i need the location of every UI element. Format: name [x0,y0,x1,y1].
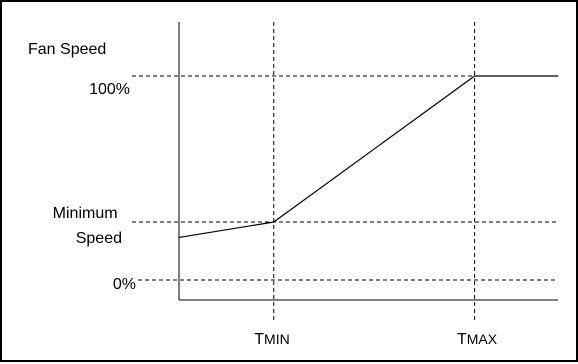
curve-point-0 [178,236,180,238]
y-tick-label-100: 100% [89,81,130,98]
x-tick-label-tmax: TMAX [457,331,498,348]
curve-point-2 [474,75,476,77]
fan-speed-curve [178,75,558,239]
y-axis-title: Fan Speed [28,41,106,58]
y-tick-label-0: 0% [113,276,136,293]
curve-point-3 [557,75,559,77]
y-tick-label-minimum: Minimum Speed [53,205,122,247]
curve-point-1 [273,221,275,223]
x-tick-label-tmin: TMIN [254,331,289,348]
